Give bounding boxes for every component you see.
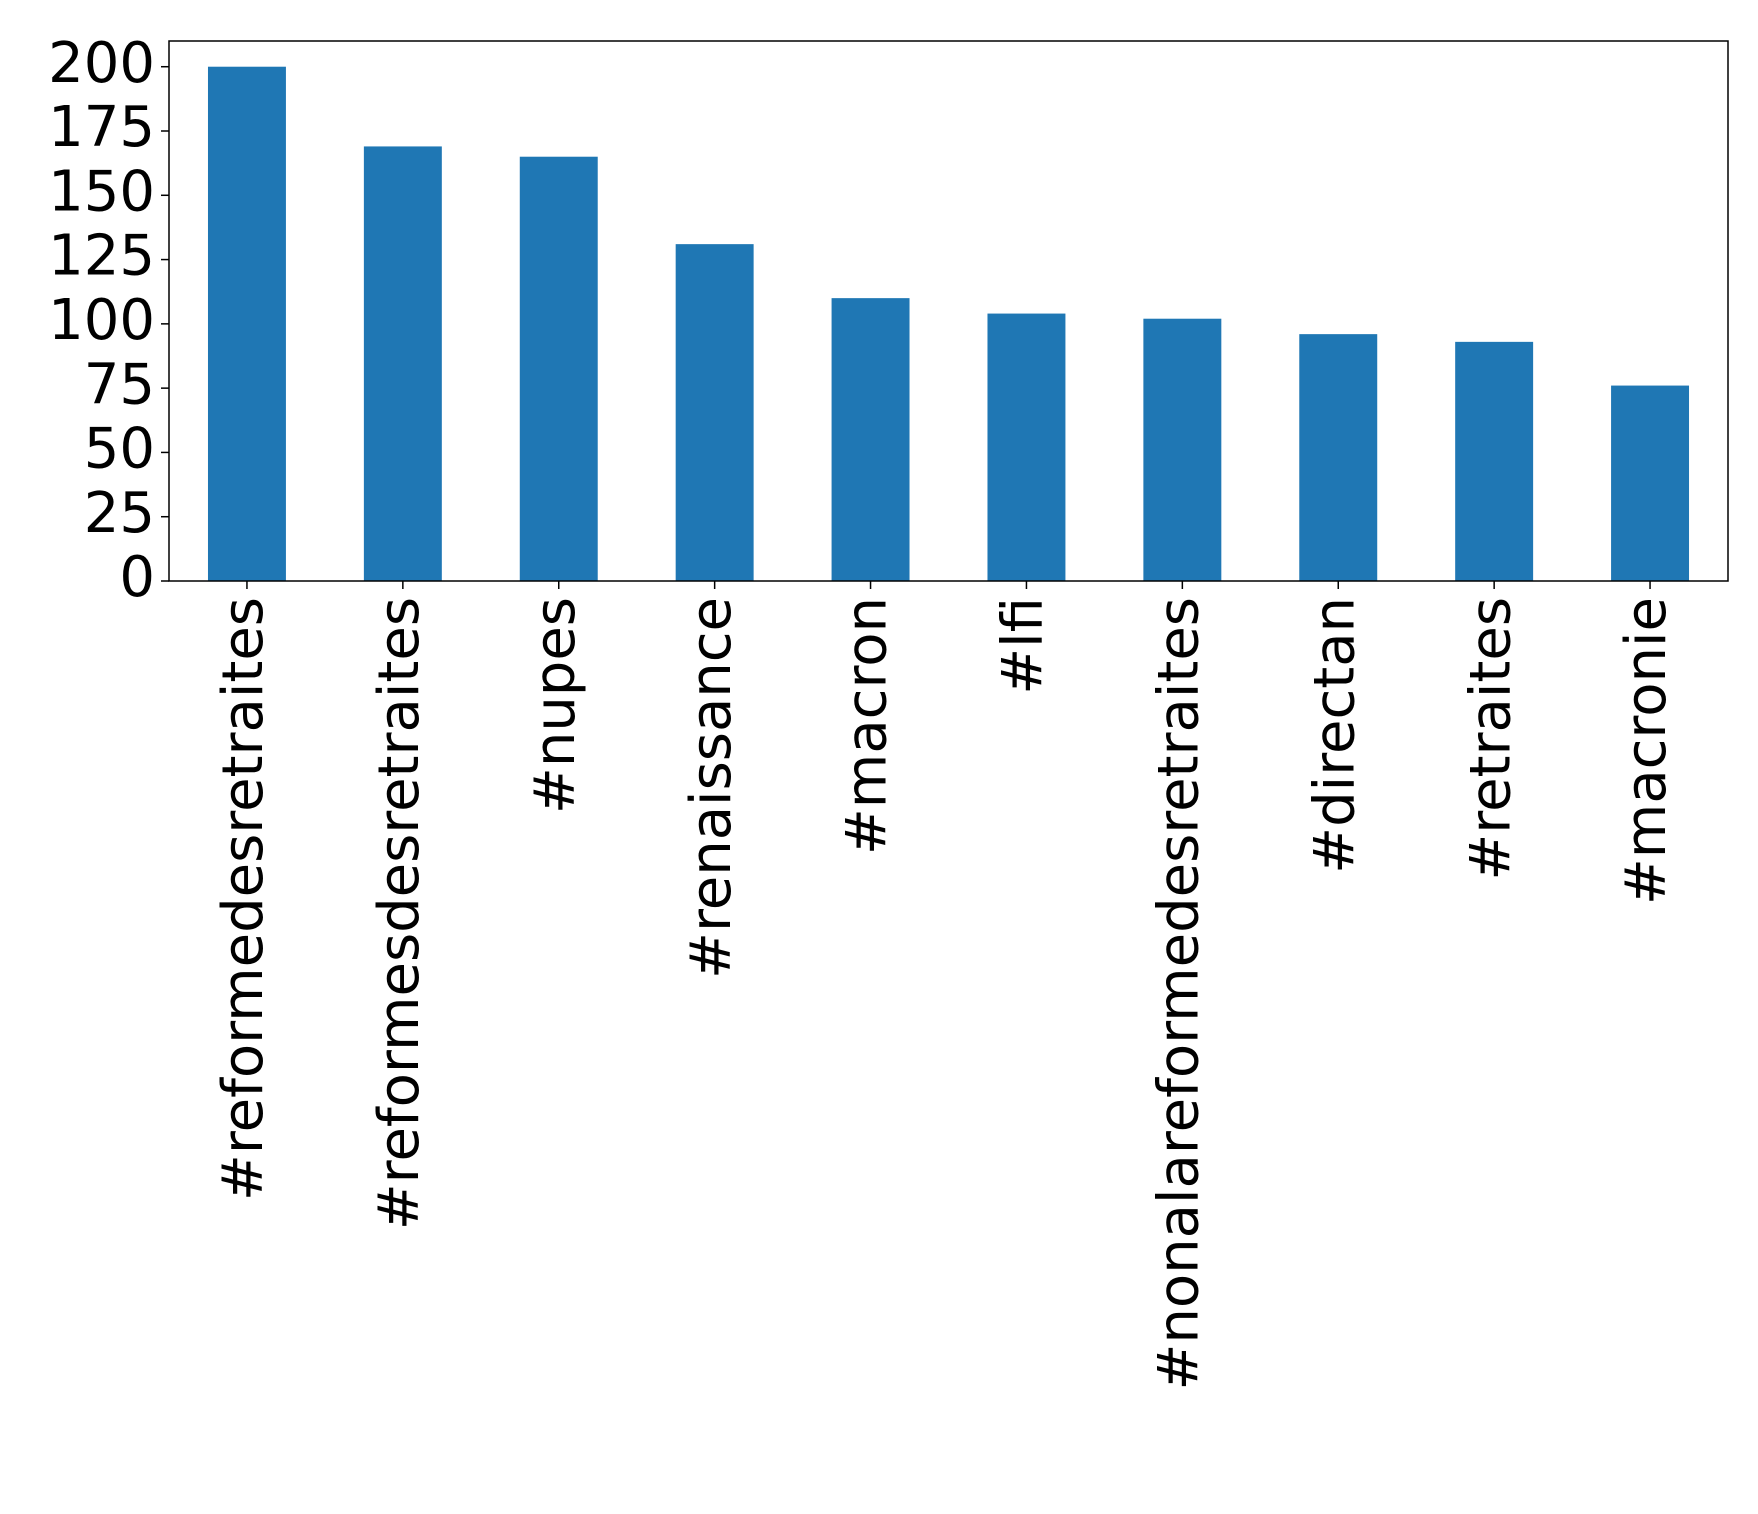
x-tick-label: #retraites [1458, 597, 1523, 881]
x-tick-label: #directan [1302, 597, 1367, 874]
y-tick-label: 175 [48, 95, 155, 160]
y-tick-label: 0 [119, 545, 155, 610]
bar [987, 313, 1066, 581]
bar [519, 156, 598, 581]
bar [207, 66, 286, 581]
bar [675, 244, 754, 581]
bar [363, 146, 442, 581]
x-tick-label: #macronie [1614, 597, 1679, 905]
plot-frame [168, 40, 1729, 582]
x-tick-label: #nupes [523, 597, 588, 814]
y-tick-label: 50 [84, 417, 155, 482]
bar [1455, 341, 1534, 581]
y-tick-label: 125 [48, 224, 155, 289]
y-tick-label: 75 [84, 352, 155, 417]
y-tick-label: 25 [84, 481, 155, 546]
y-tick-label: 100 [48, 288, 155, 353]
x-tick-label: #reformedesretraites [211, 597, 276, 1201]
x-tick-label: #nonalareformedesretraites [1146, 597, 1211, 1391]
x-tick-label: #macron [835, 597, 900, 855]
bar [1299, 334, 1378, 581]
x-tick-label: #lfi [991, 597, 1056, 695]
y-tick-label: 200 [48, 31, 155, 96]
bar [831, 298, 910, 581]
x-tick-label: #reformesdesretraites [367, 597, 432, 1230]
bar [1143, 318, 1222, 581]
x-tick-label: #renaissance [679, 597, 744, 979]
y-tick-label: 150 [48, 159, 155, 224]
bar [1611, 385, 1690, 581]
